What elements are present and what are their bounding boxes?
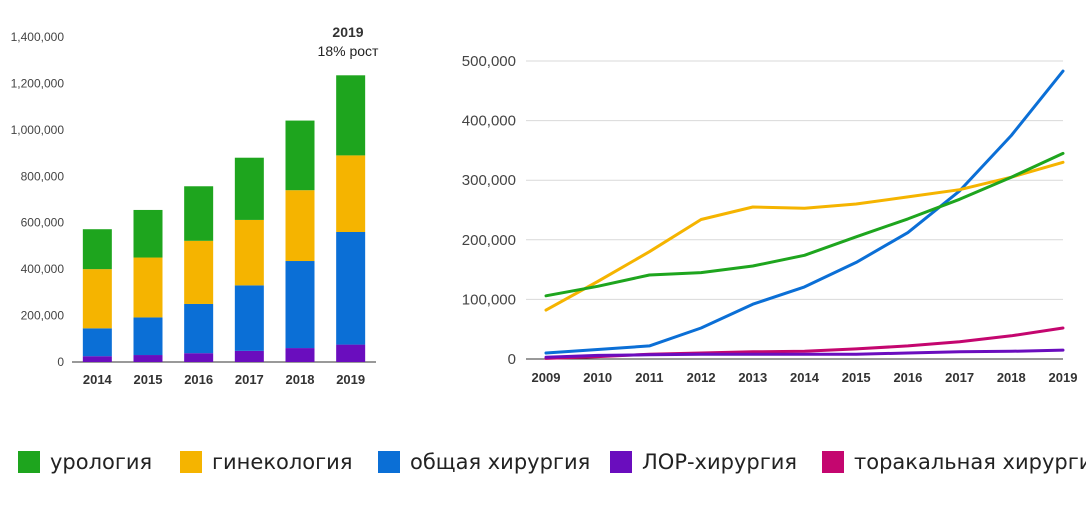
- bar-segment-урология-2017: [234, 157, 264, 220]
- legend-label-general-surgery: общая хирургия: [410, 450, 591, 474]
- line-x-tick-label: 2019: [1049, 370, 1078, 385]
- bar-segment-лор-хирургия-2018: [285, 348, 315, 362]
- bar-segment-общая-хирургия-2019: [336, 232, 366, 345]
- legend-label-thoracic-surgery: торакальная хирургия: [854, 450, 1086, 474]
- bar-x-tick-label: 2014: [83, 372, 113, 387]
- bar-x-tick-label: 2019: [336, 372, 365, 387]
- bar-x-tick-label: 2018: [286, 372, 315, 387]
- bar-segment-лор-хирургия-2015: [133, 355, 163, 362]
- bar-y-tick-label: 1,200,000: [11, 76, 65, 90]
- legend-swatch-gynecology: [180, 451, 202, 473]
- bar-segment-гинекология-2018: [285, 190, 315, 262]
- line-y-tick-label: 500,000: [462, 53, 516, 70]
- bar-segment-общая-хирургия-2016: [184, 303, 214, 354]
- line-chart: 0 100,000 200,000 300,000 400,000 500,000 2009…: [462, 53, 1078, 385]
- bar-segment-общая-хирургия-2017: [234, 285, 264, 351]
- bar-x-tick-label: 2017: [235, 372, 264, 387]
- line-series-лор-хирургия: [544, 348, 1065, 359]
- line-series-общая-хирургия: [544, 69, 1065, 355]
- bar-y-tick-label: 1,400,000: [11, 30, 65, 44]
- legend-label-ent-surgery: ЛОР-хирургия: [642, 450, 798, 474]
- bar-segment-лор-хирургия-2014: [82, 356, 112, 362]
- bar-x-tick-label: 2016: [184, 372, 213, 387]
- bar-segment-урология-2018: [285, 120, 315, 191]
- line-x-tick-label: 2009: [532, 370, 561, 385]
- bar-segment-лор-хирургия-2019: [336, 344, 366, 362]
- line-x-tick-label: 2013: [738, 370, 767, 385]
- legend-swatch-urology: [18, 451, 40, 473]
- bar-segment-гинекология-2015: [133, 257, 163, 318]
- line-x-tick-label: 2014: [790, 370, 820, 385]
- line-y-tick-label: 300,000: [462, 172, 516, 189]
- bar-y-tick-label: 1,000,000: [11, 123, 65, 137]
- bar-annotation-text: 18% рост: [317, 43, 379, 59]
- legend-item-gynecology: гинекология: [180, 446, 352, 478]
- line-x-tick-label: 2010: [583, 370, 612, 385]
- bar-segment-урология-2014: [82, 229, 112, 270]
- bar-annotation-year: 2019: [332, 24, 364, 40]
- bar-y-tick-label: 800,000: [21, 169, 65, 183]
- bar-y-tick-label: 600,000: [21, 216, 65, 230]
- bar-segment-гинекология-2019: [336, 155, 366, 232]
- legend-label-urology: урология: [50, 450, 153, 474]
- legend-item-urology: урология: [18, 446, 152, 478]
- bar-y-tick-label: 400,000: [21, 262, 65, 276]
- legend-swatch-thoracic-surgery: [822, 451, 844, 473]
- bar-segment-гинекология-2017: [234, 219, 264, 286]
- legend-swatch-general-surgery: [378, 451, 400, 473]
- bar-x-tick-label: 2015: [134, 372, 163, 387]
- bar-segment-общая-хирургия-2018: [285, 261, 315, 349]
- line-x-tick-label: 2016: [893, 370, 922, 385]
- line-x-tick-label: 2015: [842, 370, 871, 385]
- line-y-tick-label: 100,000: [462, 291, 516, 308]
- legend: урология гинекология общая хирургия ЛОР-…: [18, 446, 1086, 478]
- bar-segment-лор-хирургия-2017: [234, 350, 264, 362]
- line-x-tick-label: 2018: [997, 370, 1026, 385]
- legend-item-ent-surgery: ЛОР-хирургия: [610, 446, 797, 478]
- line-series-урология: [544, 151, 1065, 298]
- legend-swatch-ent-surgery: [610, 451, 632, 473]
- bar-segment-общая-хирургия-2014: [82, 328, 112, 357]
- line-y-tick-label: 0: [508, 351, 516, 368]
- bar-segment-гинекология-2014: [82, 269, 112, 329]
- line-x-tick-label: 2011: [635, 370, 663, 385]
- line-y-tick-label: 200,000: [462, 232, 516, 249]
- bar-y-tick-label: 0: [57, 355, 64, 369]
- stacked-bar-chart: 0 200,000 400,000 600,000 800,000 1,000,000 1,…: [11, 30, 376, 387]
- line-x-tick-label: 2017: [945, 370, 974, 385]
- legend-item-thoracic-surgery: торакальная хирургия: [822, 446, 1086, 478]
- bar-segment-гинекология-2016: [184, 240, 214, 304]
- bar-segment-общая-хирургия-2015: [133, 317, 163, 356]
- line-y-tick-label: 400,000: [462, 113, 516, 130]
- bar-y-tick-label: 200,000: [21, 309, 65, 323]
- line-x-tick-label: 2012: [687, 370, 716, 385]
- bar-segment-лор-хирургия-2016: [184, 353, 214, 362]
- bar-segment-урология-2016: [184, 186, 214, 241]
- legend-label-gynecology: гинекология: [212, 450, 353, 474]
- bar-segment-урология-2019: [336, 75, 366, 156]
- legend-item-general-surgery: общая хирургия: [378, 446, 590, 478]
- bar-segment-урология-2015: [133, 209, 163, 258]
- line-series-гинекология: [544, 160, 1065, 312]
